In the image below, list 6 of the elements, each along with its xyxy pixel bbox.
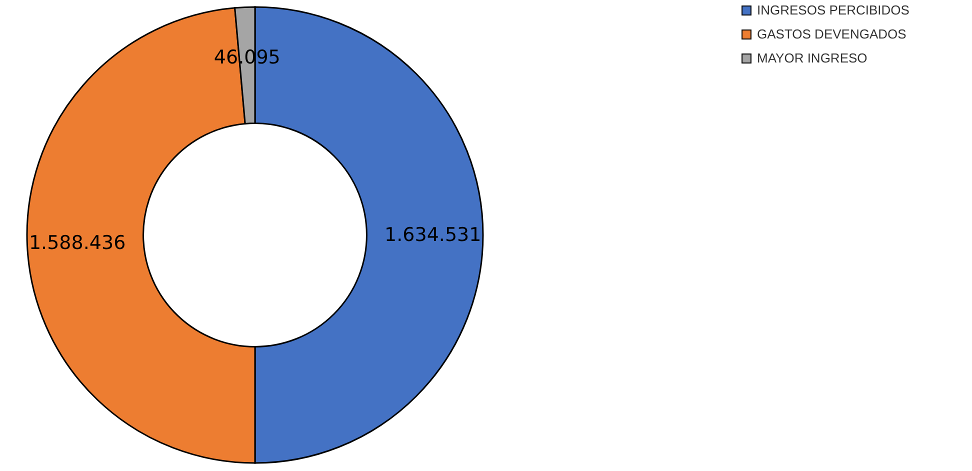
legend-label: INGRESOS PERCIBIDOS — [757, 2, 910, 18]
legend-label: MAYOR INGRESO — [757, 50, 868, 66]
data-label: 1.634.531 — [384, 224, 482, 246]
data-label: 46.095 — [214, 46, 280, 68]
legend-label: GASTOS DEVENGADOS — [757, 26, 907, 42]
data-label: 1.588.436 — [28, 232, 126, 254]
